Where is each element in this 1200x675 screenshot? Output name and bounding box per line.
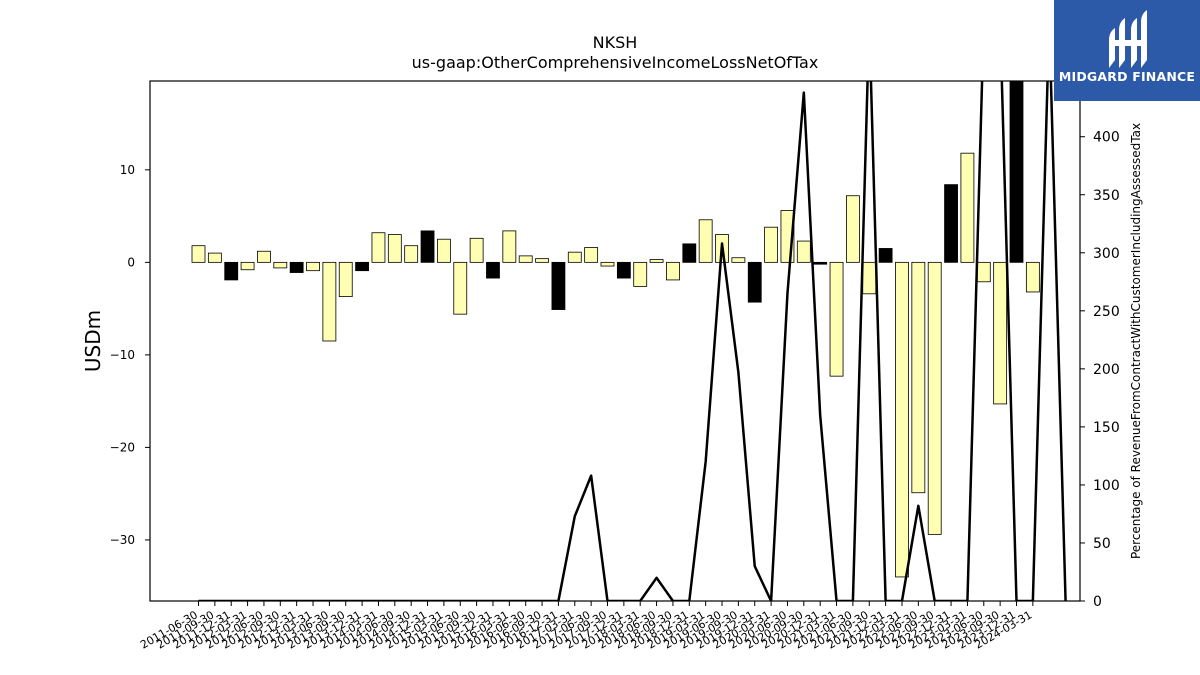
bar-2021-03-31	[829, 261, 844, 377]
y-axis-label: USDm	[81, 310, 105, 372]
bar-2019-03-31	[698, 219, 713, 263]
left-axis: 10 0 −10 −20 −30	[110, 163, 150, 547]
y-right-tick-label: 200	[1093, 362, 1120, 378]
bar-2015-12-31	[486, 261, 500, 279]
y-right-tick-label: 50	[1093, 536, 1111, 552]
bar-2018-12-31	[682, 243, 697, 263]
bar-2012-06-30	[257, 250, 271, 263]
bar-2017-12-31	[616, 261, 631, 279]
bar-2016-03-31	[502, 230, 517, 263]
bar-2023-03-31	[960, 152, 975, 263]
y-right-tick-label: 250	[1093, 304, 1120, 320]
bar-2023-06-30	[976, 261, 991, 283]
chart-subtitle: us-gaap:OtherComprehensiveIncomeLossNetO…	[412, 53, 819, 72]
bar-2022-03-31	[895, 261, 909, 578]
y-right-tick-label: 100	[1093, 478, 1120, 494]
chart-title: NKSH	[593, 33, 638, 52]
y-right-tick-label: 400	[1093, 130, 1120, 146]
line-series	[198, 81, 1067, 601]
y-tick-label: 10	[120, 163, 135, 177]
bar-2016-09-30	[535, 258, 549, 263]
bar-2018-03-31	[633, 261, 648, 287]
bar-2021-06-30	[846, 195, 860, 263]
bar-2011-12-31	[224, 261, 239, 281]
bar-2019-09-30	[731, 257, 746, 263]
bars	[191, 81, 1040, 578]
y-right-tick-label: 0	[1093, 594, 1102, 610]
midgard-logo-icon	[1109, 10, 1147, 68]
plot-frame	[149, 80, 1081, 602]
right-axis: 0 50 100 150 200 250 300 350 400	[1080, 130, 1120, 610]
bar-2017-06-30	[584, 247, 599, 263]
y-tick-label: 0	[127, 255, 135, 269]
bar-2018-06-30	[649, 259, 664, 263]
bar-2013-12-31	[355, 261, 370, 272]
x-axis: 2011-06-302011-09-302011-12-312012-03-31…	[138, 601, 1034, 652]
bar-2011-09-30	[207, 252, 222, 263]
bar-2012-12-31	[289, 261, 304, 273]
bar-2022-09-30	[927, 261, 942, 535]
y-right-tick-label: 300	[1093, 246, 1120, 262]
y-right-tick-label: 150	[1093, 420, 1120, 436]
bar-2017-09-30	[600, 261, 615, 267]
bar-2013-09-30	[338, 261, 353, 297]
bar-2015-03-31	[436, 238, 451, 263]
bar-2016-12-31	[551, 261, 566, 310]
bar-2012-09-30	[273, 261, 288, 269]
bar-2016-06-30	[518, 255, 533, 263]
brand-name: MIDGARD FINANCE	[1058, 69, 1196, 84]
bar-2021-09-30	[862, 261, 877, 295]
bar-2022-06-30	[911, 261, 926, 494]
bar-2024-03-31	[1025, 261, 1040, 293]
bar-2015-09-30	[469, 237, 484, 263]
bar-2013-06-30	[322, 261, 337, 342]
bar-2014-06-30	[387, 234, 402, 263]
bar-2020-09-30	[796, 240, 811, 263]
bar-2023-12-31	[1009, 81, 1024, 263]
y-right-tick-label: 350	[1093, 188, 1120, 204]
y-tick-label: −20	[110, 440, 135, 454]
bar-2021-12-31	[878, 248, 893, 263]
bar-2011-06-30	[191, 245, 206, 263]
percentage-line	[198, 81, 1067, 601]
bar-2022-12-31	[944, 184, 958, 263]
bar-2014-09-30	[404, 245, 419, 263]
y-axis-right-label: Percentage of RevenueFromContractWithCus…	[1129, 123, 1143, 559]
bar-2015-06-30	[453, 261, 468, 315]
brand-logo: MIDGARD FINANCE	[1054, 0, 1200, 101]
bar-2012-03-31	[240, 261, 255, 271]
bar-2014-12-31	[420, 230, 435, 263]
bar-2018-09-30	[666, 261, 680, 281]
bar-2013-03-31	[306, 261, 320, 272]
y-tick-label: −10	[110, 348, 135, 362]
bar-2017-03-31	[567, 251, 582, 263]
bar-2019-12-31	[747, 261, 762, 303]
bar-2023-09-30	[993, 261, 1008, 405]
bar-2020-12-31	[813, 261, 828, 265]
bar-2014-03-31	[371, 232, 386, 263]
y-tick-label: −30	[110, 533, 135, 547]
bar-2020-03-31	[764, 226, 778, 263]
